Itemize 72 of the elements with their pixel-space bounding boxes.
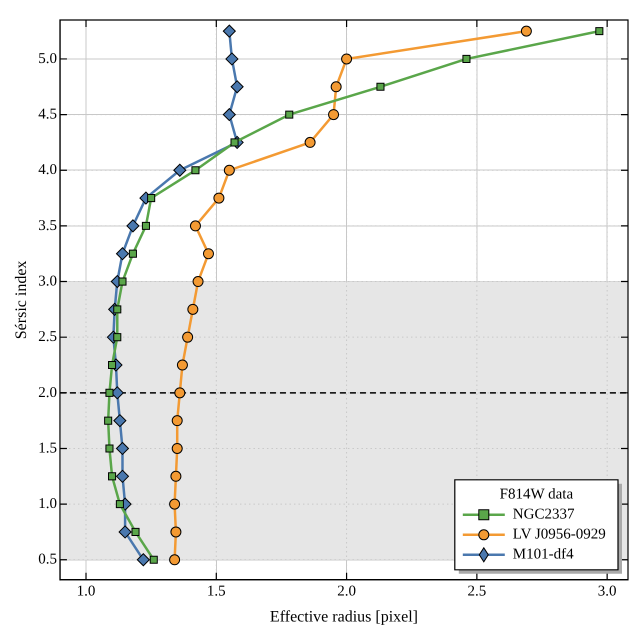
y-tick-label: 5.0 [38,50,57,67]
x-tick-label: 3.0 [598,584,617,600]
y-tick-label: 3.0 [38,273,57,290]
point [169,554,180,566]
point [230,80,244,94]
point [192,276,204,288]
point [224,164,235,176]
point [105,444,114,453]
point [191,166,200,174]
x-axis-title: Effective radius [pixel] [270,608,418,626]
legend-title: F814W data [500,486,574,503]
point [128,250,137,258]
point [304,136,316,148]
point [116,470,129,483]
point [108,360,116,370]
point [202,248,214,260]
y-axis-title: Sérsic index [12,260,30,340]
point [174,387,186,398]
point [190,220,201,232]
point [182,332,194,343]
point [136,553,150,566]
point [328,109,340,120]
point [118,278,127,286]
point [131,528,140,536]
point [285,110,294,119]
point [213,192,224,204]
point [116,500,124,508]
point [520,26,532,37]
point [341,53,352,64]
y-tick-label: 2.0 [38,384,57,401]
y-tick-label: 2.5 [38,329,57,346]
point [170,470,182,482]
point [150,556,158,564]
point [105,388,114,397]
x-tick-label: 2.0 [337,584,356,600]
y-tick-label: 1.0 [38,496,57,512]
point [176,360,188,371]
point [147,194,156,202]
y-tick-label: 4.5 [38,106,57,123]
y-tick-label: 4.0 [38,162,57,178]
point [108,472,116,480]
point [595,27,604,36]
y-tick-label: 0.5 [38,552,57,568]
point [222,24,236,38]
point [187,304,198,315]
point [330,81,342,92]
y-tick-label: 1.5 [38,440,57,456]
point [376,82,384,91]
point [170,526,182,538]
x-tick-label: 2.5 [467,584,486,600]
point [169,498,180,510]
point [113,414,126,428]
point [113,333,122,342]
point [222,108,236,122]
point [230,138,239,146]
point [173,164,186,177]
y-tick-label: 3.5 [38,218,57,234]
x-tick-label: 1.0 [76,584,96,600]
point [142,222,150,230]
point [462,54,470,63]
point [172,442,183,454]
point [225,52,238,66]
point [172,415,183,426]
legend-label: LV J0956-0929 [512,526,606,543]
x-tick-label: 1.5 [206,584,226,600]
legend-label: NGC2337 [512,506,575,523]
point [116,247,129,260]
point [118,525,132,538]
point [126,219,140,232]
point [104,416,112,425]
point [116,442,129,455]
legend-label: M101-df4 [512,546,574,563]
